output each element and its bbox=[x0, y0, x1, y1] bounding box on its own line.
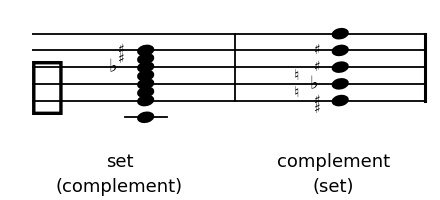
Text: ♮: ♮ bbox=[294, 85, 299, 100]
Text: ♯: ♯ bbox=[314, 60, 321, 74]
Text: ♯: ♯ bbox=[314, 43, 321, 57]
Text: ♮: ♮ bbox=[294, 68, 299, 83]
Text: set: set bbox=[106, 153, 133, 171]
Text: ♯: ♯ bbox=[118, 43, 125, 57]
Ellipse shape bbox=[138, 62, 154, 72]
Ellipse shape bbox=[138, 112, 154, 122]
Ellipse shape bbox=[333, 29, 348, 39]
Text: (complement): (complement) bbox=[56, 178, 183, 196]
Ellipse shape bbox=[138, 46, 154, 55]
Ellipse shape bbox=[138, 54, 154, 64]
Text: ♯: ♯ bbox=[314, 102, 321, 116]
Ellipse shape bbox=[138, 87, 154, 97]
Ellipse shape bbox=[333, 46, 348, 55]
Ellipse shape bbox=[333, 96, 348, 105]
Text: ♯: ♯ bbox=[314, 94, 321, 108]
Ellipse shape bbox=[138, 79, 154, 89]
Text: ♭: ♭ bbox=[109, 58, 117, 76]
Ellipse shape bbox=[138, 96, 154, 105]
Ellipse shape bbox=[333, 62, 348, 72]
Text: ♯: ♯ bbox=[118, 52, 125, 66]
Text: (set): (set) bbox=[313, 178, 355, 196]
Text: ♭: ♭ bbox=[309, 75, 317, 93]
Ellipse shape bbox=[333, 79, 348, 89]
Ellipse shape bbox=[138, 71, 154, 80]
Text: 𝄞: 𝄞 bbox=[29, 58, 66, 117]
Text: complement: complement bbox=[277, 153, 390, 171]
